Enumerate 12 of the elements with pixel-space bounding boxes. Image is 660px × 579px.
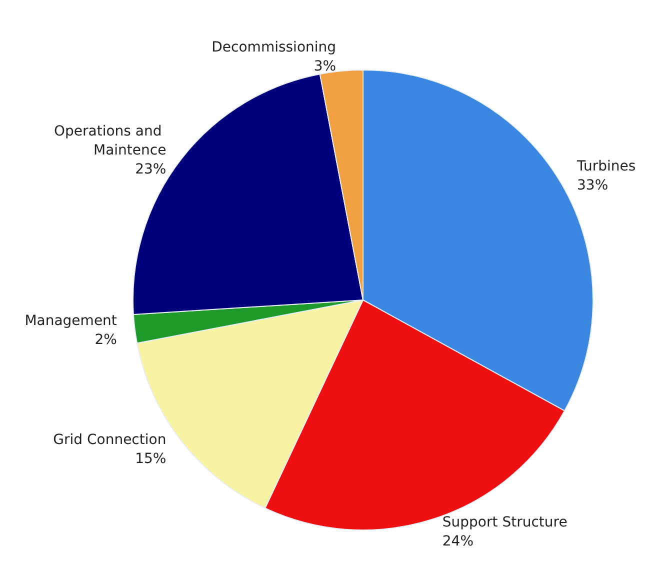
slice-label: Operations and Maintence [54,123,166,158]
data-label: 23% [135,161,166,178]
slice-label: Decommissioning [212,40,336,56]
slice-label: Grid Connection [53,432,166,448]
slice-label: Management [24,313,118,330]
data-label: 2% [94,332,117,348]
data-label: 15% [135,451,166,468]
data-label: 33% [577,177,608,194]
slice-label: Turbines [576,158,636,174]
data-label: 24% [442,534,474,550]
data-label: 3% [314,58,336,75]
slice-label: Support Structure [442,514,568,531]
